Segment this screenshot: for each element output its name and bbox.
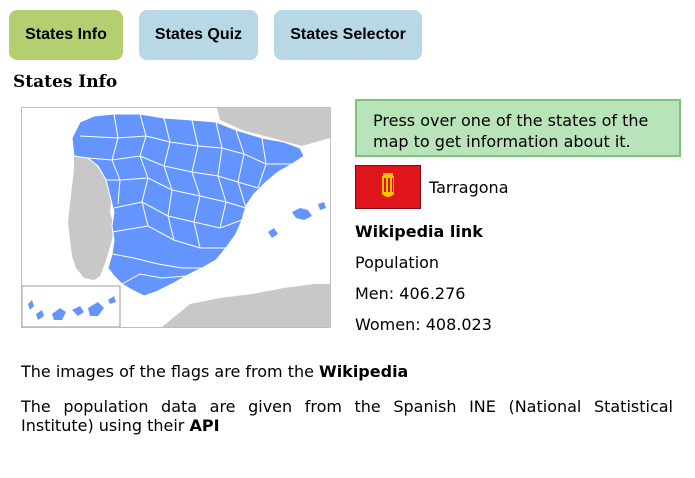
balearic-ibiza[interactable] xyxy=(268,228,278,238)
api-source-link[interactable]: API xyxy=(189,416,220,435)
instruction-box: Press over one of the states of the map … xyxy=(355,99,681,157)
portugal-land xyxy=(68,152,114,280)
spain-map-svg[interactable] xyxy=(22,108,330,327)
women-label: Women: xyxy=(355,315,421,334)
men-value: 406.276 xyxy=(399,284,466,303)
population-credit-text: The population data are given from the S… xyxy=(21,397,673,435)
tab-states-info[interactable]: States Info xyxy=(9,10,123,60)
balearic-menorca[interactable] xyxy=(318,202,326,210)
men-label: Men: xyxy=(355,284,395,303)
canary-island-6[interactable] xyxy=(108,296,116,304)
canary-island-1[interactable] xyxy=(28,300,34,310)
wikipedia-link[interactable]: Wikipedia link xyxy=(355,222,483,241)
spain-map[interactable] xyxy=(21,107,331,328)
population-label: Population xyxy=(355,253,440,272)
balearic-mallorca[interactable] xyxy=(292,208,312,220)
page-title: States Info xyxy=(13,72,118,92)
spain-mainland[interactable] xyxy=(71,113,305,297)
state-borders xyxy=(79,113,292,285)
state-name: Tarragona xyxy=(429,178,509,197)
canary-inset xyxy=(22,285,121,327)
canary-island-5[interactable] xyxy=(88,302,104,316)
wikipedia-source-link[interactable]: Wikipedia xyxy=(319,362,409,381)
men-population: Men: 406.276 xyxy=(355,284,465,303)
women-value: 408.023 xyxy=(425,315,492,334)
coat-of-arms-icon xyxy=(382,173,394,197)
flags-credit: The images of the flags are from the Wik… xyxy=(21,362,673,381)
women-population: Women: 408.023 xyxy=(355,315,492,334)
tab-states-selector[interactable]: States Selector xyxy=(274,10,422,60)
canary-island-2[interactable] xyxy=(36,310,44,320)
africa-land xyxy=(162,284,330,327)
state-flag xyxy=(355,165,421,209)
tab-states-quiz[interactable]: States Quiz xyxy=(139,10,258,60)
canary-island-4[interactable] xyxy=(72,306,84,316)
france-land xyxy=(217,108,330,146)
population-credit: The population data are given from the S… xyxy=(21,397,673,435)
canary-island-3[interactable] xyxy=(52,308,66,320)
flags-credit-text: The images of the flags are from the xyxy=(21,362,314,381)
